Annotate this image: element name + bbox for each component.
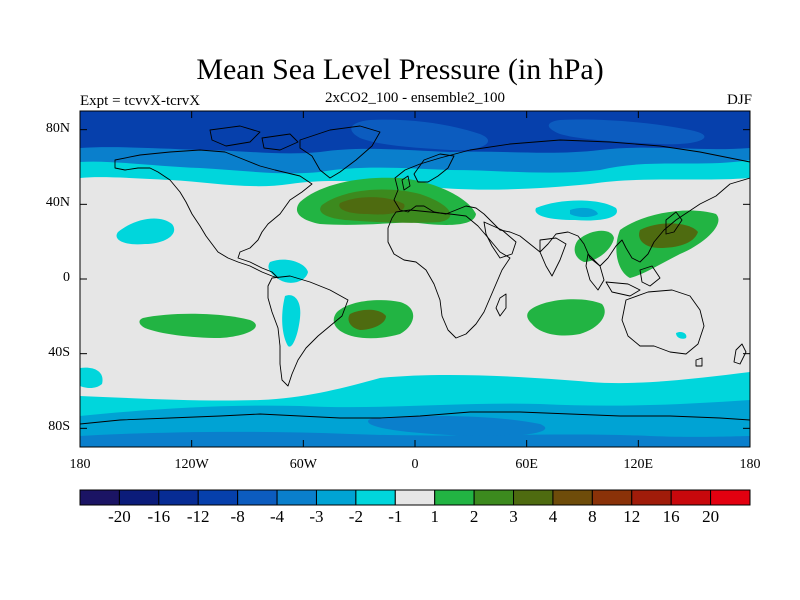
- colorbar-label: 8: [588, 507, 597, 526]
- colorbar-box: [79, 489, 120, 506]
- colorbar-label: -3: [309, 507, 324, 526]
- negative-anomaly-blobs: [116, 200, 687, 347]
- lon-label: 60E: [515, 457, 538, 472]
- lon-label: 180: [69, 457, 91, 472]
- coastlines: [80, 125, 750, 425]
- colorbar-label: -1: [388, 507, 403, 526]
- lat-label: 40N: [45, 195, 70, 211]
- colorbar-box: [118, 489, 160, 506]
- lat-label: 0: [63, 270, 70, 285]
- lon-label: 120E: [623, 457, 654, 472]
- colorbar-label: -16: [147, 507, 171, 526]
- lat-label: 80N: [45, 120, 70, 136]
- colorbar-box: [315, 489, 357, 506]
- colorbar-box: [710, 489, 751, 506]
- colorbar-box: [434, 489, 475, 506]
- colorbar-label: 3: [509, 507, 518, 526]
- axis-ticks: [79, 111, 751, 447]
- colorbar-box: [513, 489, 554, 506]
- colorbar-label: -4: [269, 507, 285, 526]
- lon-label: 0: [411, 457, 419, 472]
- positive-anomaly-blobs: [139, 177, 719, 339]
- colorbar-box: [394, 489, 436, 506]
- lon-label: 180: [739, 457, 761, 472]
- colorbar-label: 2: [469, 507, 479, 526]
- colorbar-box: [631, 489, 672, 506]
- colorbar-box: [670, 489, 712, 506]
- ensemble-label: 2xCO2_100 - ensemble2_100: [325, 90, 505, 106]
- colorbar-label: -12: [186, 507, 210, 526]
- chart-title: Mean Sea Level Pressure (in hPa): [196, 53, 604, 86]
- colorbar-label: 1: [430, 507, 439, 526]
- colorbar-label: 12: [623, 507, 641, 526]
- colorbar-label: -20: [108, 507, 131, 526]
- experiment-label: Expt = tcvvX-tcrvX: [80, 93, 201, 109]
- colorbar-box: [591, 489, 633, 506]
- lat-label: 80S: [48, 419, 70, 435]
- colorbar-box: [276, 489, 317, 506]
- colorbar-box: [197, 489, 239, 506]
- colorbar-label: -8: [230, 507, 245, 526]
- colorbar-label: 16: [662, 507, 680, 526]
- arctic-anomaly: [80, 111, 750, 190]
- colorbar-label: 4: [548, 507, 558, 526]
- colorbar-box: [237, 489, 278, 506]
- lon-label: 120W: [174, 457, 209, 472]
- antarctic-anomaly: [80, 367, 750, 447]
- colorbar-box: [473, 489, 515, 506]
- lon-label: 60W: [289, 457, 317, 472]
- colorbar-label: -2: [348, 507, 363, 526]
- season-label: DJF: [726, 92, 752, 108]
- colorbar-label: 20: [702, 507, 720, 526]
- lat-label: 40S: [48, 344, 70, 360]
- colorbar-box: [552, 489, 593, 506]
- colorbar-box: [355, 489, 396, 506]
- colorbar-box: [158, 489, 199, 506]
